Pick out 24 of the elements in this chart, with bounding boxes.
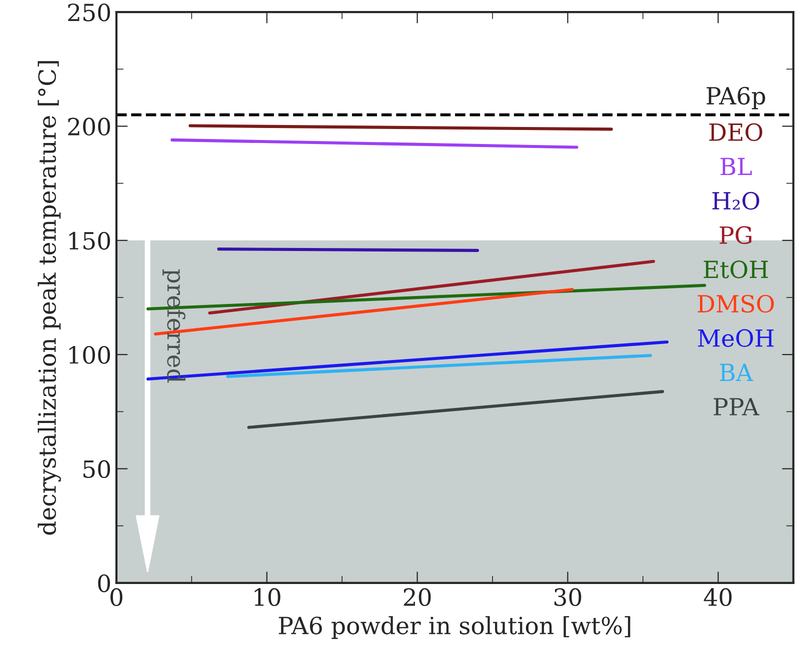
text: BA — [720, 364, 754, 381]
x-tick-label: 30 — [554, 588, 582, 606]
x-tick-label: 20 — [404, 588, 431, 606]
y-tick-label: 200 — [68, 118, 110, 136]
x-tick-label: 10 — [254, 588, 280, 606]
y-tick-label: 150 — [69, 232, 110, 250]
text: DMSO — [698, 294, 774, 313]
series-label: MeOH — [698, 329, 774, 347]
text: DEO — [709, 123, 762, 142]
text: BL — [720, 158, 752, 176]
text: H₂O — [712, 192, 760, 210]
y-tick-label: 250 — [68, 4, 110, 22]
series-label: EtOH — [704, 260, 768, 278]
x-tick-label: 40 — [704, 588, 732, 606]
ref-line-label: PA6p — [706, 86, 766, 110]
y-tick-label: 100 — [69, 346, 110, 364]
text: PG — [720, 226, 752, 244]
y-tick-label: 50 — [84, 460, 110, 478]
y-tick-label: 0 — [98, 574, 110, 592]
text: PPA — [714, 398, 760, 416]
y-axis-title: decrystallization peak temperature [°C] — [38, 61, 61, 535]
x-axis-title: PA6 powder in solution [wt%] — [278, 616, 630, 640]
x-tick-label: 0 — [110, 588, 122, 606]
annotation: preferred — [162, 269, 186, 383]
